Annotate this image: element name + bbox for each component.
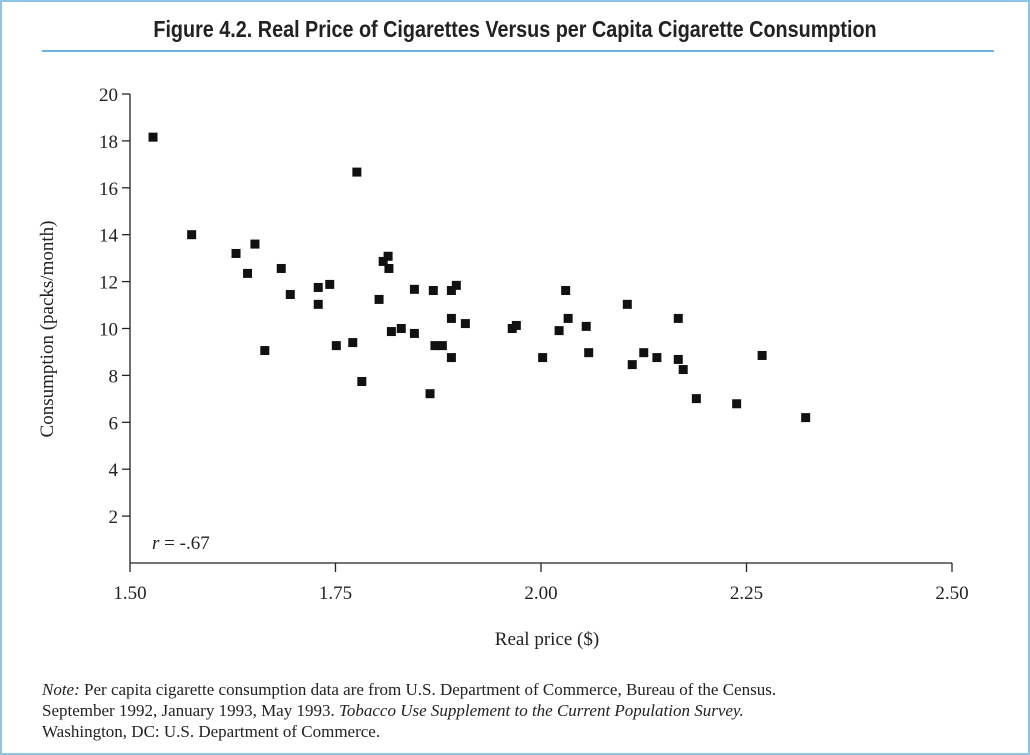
point	[460, 319, 470, 329]
point	[691, 394, 701, 404]
point	[451, 280, 461, 290]
annotation-text: = -.67	[164, 533, 210, 554]
title-rule	[42, 50, 994, 52]
point	[331, 341, 341, 351]
point	[409, 284, 419, 294]
point	[348, 338, 358, 348]
point	[639, 348, 649, 358]
point	[243, 268, 253, 278]
y-axis-label: Consumption (packs/month)	[37, 221, 58, 438]
point	[673, 313, 683, 323]
point	[622, 299, 632, 309]
point	[563, 313, 573, 323]
annotation-variable: r	[152, 533, 160, 554]
y-tick-label: 6	[109, 413, 119, 434]
point	[538, 353, 548, 363]
note-text: Washington, DC: U.S. Department of Comme…	[42, 722, 381, 741]
point	[409, 328, 419, 338]
point	[437, 341, 447, 351]
point	[584, 348, 594, 358]
point	[396, 324, 406, 333]
point	[554, 326, 564, 336]
point	[313, 282, 323, 292]
point	[148, 132, 158, 142]
point	[378, 256, 388, 266]
chart: Real price ($) Consumption (packs/month)…	[37, 85, 969, 650]
point	[446, 313, 456, 323]
y-tick-label: 8	[109, 366, 119, 387]
x-axis-label: Real price ($)	[495, 629, 599, 650]
point	[383, 251, 393, 261]
point	[511, 320, 521, 330]
note-text: September 1992, January 1993, May 1993.	[42, 701, 335, 720]
point	[285, 289, 295, 299]
note: Note: Per capita cigarette consumption d…	[42, 679, 1002, 742]
point	[561, 286, 571, 296]
x-tick-label: 1.50	[113, 583, 146, 604]
x-tick-label: 2.00	[524, 583, 557, 604]
y-tick-label: 20	[99, 85, 118, 106]
point	[428, 286, 438, 296]
y-tick-label: 2	[109, 507, 119, 528]
y-tick-label: 4	[109, 460, 119, 481]
point	[384, 263, 394, 273]
point	[678, 365, 688, 375]
y-tick-label: 16	[99, 179, 118, 200]
x-tick-label: 2.50	[935, 583, 968, 604]
point	[386, 327, 396, 337]
point	[430, 341, 440, 351]
point	[627, 360, 637, 370]
point	[357, 376, 367, 386]
point	[732, 399, 742, 409]
y-tick-label: 18	[99, 132, 118, 153]
point	[581, 321, 591, 331]
y-tick-label: 10	[99, 320, 118, 341]
point	[352, 167, 362, 177]
point	[313, 299, 323, 309]
note-text: Per capita cigarette consumption data ar…	[84, 680, 777, 699]
point	[260, 346, 270, 356]
note-label: Note:	[42, 680, 80, 699]
point	[325, 279, 335, 289]
point	[801, 413, 811, 423]
point	[276, 263, 286, 273]
note-source: Tobacco Use Supplement to the Current Po…	[338, 701, 744, 720]
x-tick-label: 1.75	[319, 583, 352, 604]
x-tick-label: 2.25	[730, 583, 763, 604]
point	[250, 239, 260, 249]
point	[446, 286, 456, 296]
chart-title: Figure 4.2. Real Price of Cigarettes Ver…	[153, 16, 877, 42]
annotation: r = -.67	[152, 533, 210, 554]
y-tick-label: 14	[99, 226, 119, 247]
y-tick-label: 12	[99, 273, 118, 294]
point	[231, 248, 241, 258]
point	[187, 230, 197, 240]
point	[673, 354, 683, 364]
point	[374, 294, 384, 304]
point	[652, 353, 662, 363]
point	[446, 353, 456, 363]
point	[757, 350, 767, 360]
point	[425, 389, 435, 399]
